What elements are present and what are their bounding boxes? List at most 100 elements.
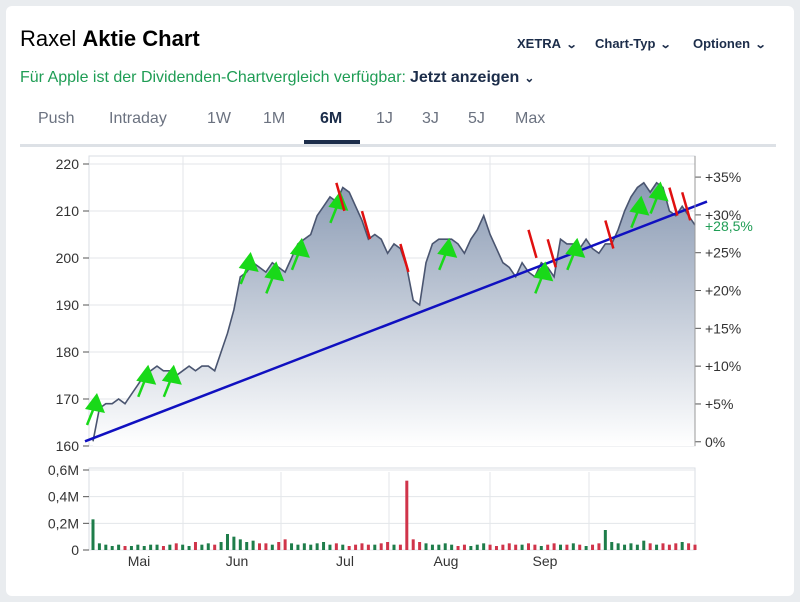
volume-bar [437,544,441,550]
x-tick-label: Mai [128,553,151,569]
tab-push[interactable]: Push [38,110,75,127]
volume-bar [347,546,351,550]
volume-bar [309,544,313,550]
y2-tick-label: +20% [705,283,741,299]
volume-bar [315,543,319,550]
tab-1w[interactable]: 1W [207,110,231,127]
volume-bar [168,544,172,550]
volume-bar [450,544,454,550]
up-arrow [533,261,554,294]
up-arrow-head [264,261,285,282]
chart-type-dropdown[interactable]: Chart-Typ ⌄ [595,36,673,51]
volume-bar [591,544,595,550]
show-now-link[interactable]: Jetzt anzeigen ⌄ [410,69,534,86]
tab-intraday[interactable]: Intraday [109,110,167,127]
volume-bar [623,544,627,550]
volume-bar [488,544,492,550]
down-arrow [527,229,538,259]
volume-bar [616,543,620,550]
volume-bar [110,546,114,550]
volume-bar [693,544,697,550]
volume-bar [494,546,498,550]
up-arrow [648,181,669,214]
chart-type-label: Chart-Typ [595,36,656,51]
volume-bar [526,543,530,550]
volume-bar [418,542,422,550]
volume-bar [469,546,473,550]
volume-bar [424,543,428,550]
volume-bar [366,544,370,550]
exchange-dropdown[interactable]: XETRA ⌄ [517,36,578,51]
volume-bar [642,540,646,550]
y-tick-label: 210 [56,203,80,219]
tab-6m[interactable]: 6M [320,110,343,127]
volume-bar [379,543,383,550]
volume-bar [181,544,185,550]
volume-bar [213,544,217,550]
volume-bar [398,544,402,550]
volume-bar [584,546,588,550]
volume-bar [270,544,274,550]
volume-bar [187,546,191,550]
up-arrow-head [289,237,310,258]
up-arrow [629,195,650,229]
chevron-down-icon: ⌄ [565,39,578,51]
x-tick-label: Jun [226,553,249,569]
volume-bar [373,544,377,550]
volume-bar [232,536,236,550]
down-arrow [680,191,692,221]
volume-bar [200,544,204,550]
down-arrow [668,187,679,216]
volume-bar [667,544,671,550]
current-change-label: +28,5% [705,218,753,234]
volume-bar [155,544,159,550]
y2-tick-label: +15% [705,320,741,336]
options-dropdown[interactable]: Optionen ⌄ [693,36,767,51]
down-arrow [546,238,557,268]
up-arrow-head [565,237,586,258]
timeframe-tabs: Push Intraday 1W 1M 6M 1J 3J 5J Max [20,100,776,147]
tab-max[interactable]: Max [515,110,546,127]
volume-bar [501,544,505,550]
down-arrow [604,220,615,249]
volume-bar [341,544,345,550]
volume-y-tick-label: 0,6M [48,462,79,478]
active-tab-indicator [304,140,360,144]
volume-bar [603,530,607,550]
tab-1m[interactable]: 1M [263,110,286,127]
volume-bar [104,544,108,550]
volume-y-tick-label: 0,2M [48,515,79,531]
up-arrow-head [238,252,259,272]
chart-title: Raxel Aktie Chart [20,26,200,52]
volume-bar [552,543,556,550]
brand-name: Raxel [20,26,77,51]
y-tick-label: 200 [56,250,80,266]
volume-bar [302,543,306,550]
chevron-down-icon: ⌄ [660,39,673,51]
y-tick-label: 160 [56,438,80,454]
volume-bar [405,480,409,550]
y-tick-label: 170 [56,391,80,407]
volume-bar [258,543,262,550]
volume-bar [264,543,268,550]
volume-bar [206,543,210,550]
chevron-down-icon: ⌄ [524,71,535,85]
volume-bar [565,544,569,550]
volume-bar [392,544,396,550]
volume-bar [386,542,390,550]
chevron-down-icon: ⌄ [754,39,767,51]
volume-bar [661,543,665,550]
volume-bar [277,542,281,550]
page-title: Aktie Chart [82,26,200,51]
tab-3j[interactable]: 3J [422,110,439,127]
volume-bar [129,546,133,550]
down-arrow [335,182,346,212]
volume-bar [680,542,684,550]
volume-bar [533,544,537,550]
tab-5j[interactable]: 5J [468,110,485,127]
volume-bar [635,544,639,550]
volume-bar [328,544,332,550]
tab-1j[interactable]: 1J [376,110,393,127]
volume-bar [142,546,146,550]
y2-tick-label: 0% [705,434,725,450]
